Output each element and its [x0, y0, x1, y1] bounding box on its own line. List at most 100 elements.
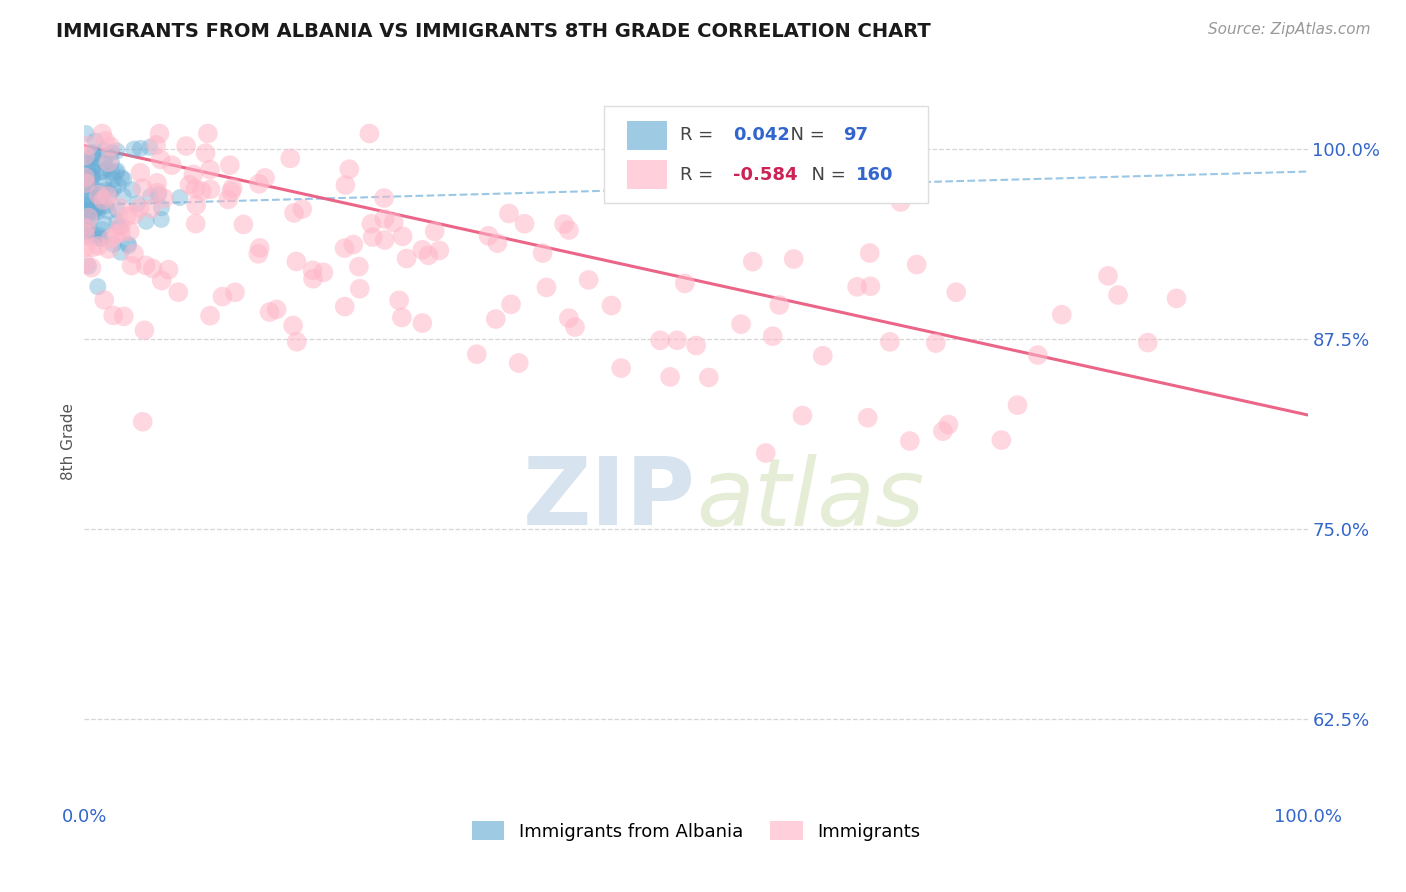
Point	[360, 217, 382, 231]
Point	[93, 293, 115, 307]
Point	[105, 144, 128, 158]
Point	[685, 338, 707, 352]
Point	[75, 220, 97, 235]
Point	[77, 259, 100, 273]
Point	[423, 224, 446, 238]
Point	[762, 329, 785, 343]
Point	[508, 356, 530, 370]
Point	[905, 258, 928, 272]
Point	[253, 170, 276, 185]
Point	[91, 193, 114, 207]
Point	[91, 127, 114, 141]
Point	[94, 151, 117, 165]
Point	[108, 219, 131, 234]
Point	[75, 208, 97, 222]
Point	[76, 156, 98, 170]
Point	[302, 271, 325, 285]
Point	[610, 361, 633, 376]
Point	[291, 202, 314, 216]
Point	[76, 198, 98, 212]
Point	[846, 280, 869, 294]
Point	[333, 241, 356, 255]
Point	[139, 202, 162, 216]
Point	[388, 293, 411, 308]
Point	[221, 181, 243, 195]
Point	[411, 316, 433, 330]
Text: 0.042: 0.042	[733, 126, 790, 145]
Point	[82, 170, 104, 185]
Point	[96, 161, 118, 176]
Point	[333, 300, 356, 314]
Point	[139, 189, 162, 203]
Point	[87, 239, 110, 253]
Point	[1097, 268, 1119, 283]
Point	[266, 302, 288, 317]
Point	[121, 259, 143, 273]
Point	[531, 246, 554, 260]
Point	[932, 424, 955, 438]
Point	[90, 165, 112, 179]
Point	[110, 219, 132, 233]
Point	[1026, 348, 1049, 362]
Point	[77, 161, 100, 176]
Point	[110, 226, 132, 240]
Point	[94, 134, 117, 148]
Point	[75, 176, 97, 190]
Text: IMMIGRANTS FROM ALBANIA VS IMMIGRANTS 8TH GRADE CORRELATION CHART: IMMIGRANTS FROM ALBANIA VS IMMIGRANTS 8T…	[56, 22, 931, 41]
Point	[153, 191, 176, 205]
Point	[91, 222, 114, 236]
Point	[859, 279, 882, 293]
Point	[77, 204, 100, 219]
Point	[122, 207, 145, 221]
Point	[184, 217, 207, 231]
Point	[77, 230, 100, 244]
Point	[730, 317, 752, 331]
Point	[82, 161, 104, 175]
Point	[97, 204, 120, 219]
Point	[486, 236, 509, 251]
Point	[391, 310, 413, 325]
Point	[259, 305, 281, 319]
Text: 97: 97	[842, 126, 868, 145]
Point	[498, 206, 520, 220]
Point	[697, 370, 720, 384]
Point	[578, 273, 600, 287]
Point	[93, 217, 115, 231]
Point	[285, 334, 308, 349]
Point	[312, 265, 335, 279]
Point	[558, 311, 581, 326]
Point	[741, 254, 763, 268]
Point	[856, 410, 879, 425]
Point	[83, 202, 105, 216]
Point	[281, 318, 304, 333]
Point	[80, 260, 103, 275]
Point	[382, 215, 405, 229]
Text: N =: N =	[779, 126, 831, 145]
Point	[77, 183, 100, 197]
Point	[122, 246, 145, 260]
Point	[101, 172, 124, 186]
Point	[100, 231, 122, 245]
Point	[73, 227, 96, 241]
Point	[110, 245, 132, 260]
Point	[373, 191, 395, 205]
Point	[755, 446, 778, 460]
Point	[100, 165, 122, 179]
Point	[879, 334, 901, 349]
Point	[150, 201, 173, 215]
Text: -0.584: -0.584	[733, 166, 797, 184]
Point	[782, 252, 804, 266]
Point	[101, 145, 124, 160]
Point	[859, 246, 882, 260]
Point	[945, 285, 967, 300]
Point	[148, 127, 170, 141]
Point	[82, 240, 104, 254]
Point	[190, 184, 212, 198]
Point	[76, 213, 98, 227]
Point	[87, 231, 110, 245]
Point	[149, 153, 172, 167]
Point	[77, 138, 100, 153]
Point	[89, 191, 111, 205]
Point	[659, 370, 682, 384]
FancyBboxPatch shape	[627, 120, 666, 150]
